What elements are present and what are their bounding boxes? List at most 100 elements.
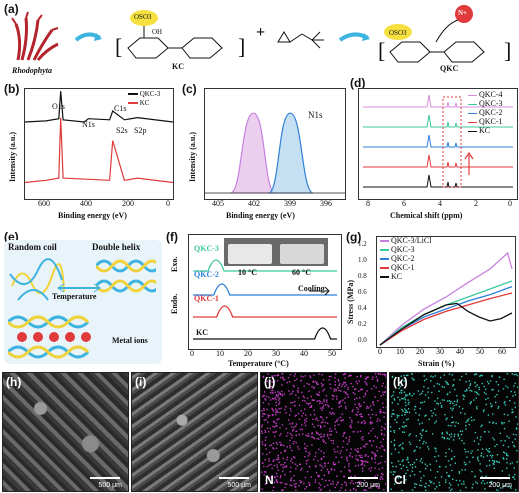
eds-dot (405, 395, 407, 397)
eds-dot (499, 487, 502, 489)
eds-dot (419, 393, 421, 396)
eds-dot (496, 394, 498, 396)
eds-dot (474, 431, 477, 434)
eds-dot (452, 407, 454, 409)
eds-dot (341, 456, 343, 458)
eds-dot (267, 416, 269, 418)
eds-dot (382, 478, 384, 480)
eds-dot (365, 378, 367, 380)
eds-dot (277, 411, 279, 413)
eds-dot (382, 406, 384, 409)
eds-dot (344, 481, 346, 483)
eds-dot (321, 457, 323, 460)
eds-dot (275, 442, 278, 444)
eds-dot (419, 447, 421, 449)
eds-dot (363, 420, 365, 422)
eds-dot (273, 459, 275, 461)
eds-dot (302, 399, 304, 402)
eds-dot (325, 442, 327, 444)
eds-dot (268, 403, 270, 405)
eds-dot (281, 384, 283, 386)
eds-dot (476, 384, 478, 386)
eds-dot (285, 465, 288, 467)
eds-dot (270, 385, 272, 388)
eds-dot (306, 383, 308, 385)
x-tick: 30 (272, 349, 280, 358)
eds-dot (306, 471, 309, 473)
eds-dot (393, 398, 395, 400)
eds-dot (261, 424, 264, 426)
eds-dot (473, 399, 475, 401)
eds-dot (302, 433, 304, 435)
eds-dot (298, 448, 300, 450)
eds-dot (333, 448, 335, 451)
eds-dot (394, 448, 396, 450)
eds-dot (513, 385, 515, 387)
eds-dot (458, 437, 461, 440)
eds-dot (343, 391, 345, 393)
eds-dot (405, 419, 408, 421)
eds-dot (413, 450, 415, 452)
nmr-trace-1 (363, 94, 513, 108)
eds-dot (377, 400, 379, 402)
eds-dot (305, 486, 308, 488)
eds-dot (274, 431, 276, 433)
dsc-curve-qkc-3 (193, 259, 337, 272)
eds-dot (289, 439, 291, 442)
eds-dot (503, 427, 506, 430)
eds-dot (287, 419, 290, 421)
eds-dot (364, 392, 367, 394)
eds-dot (435, 450, 437, 453)
eds-dot (430, 481, 433, 483)
eds-dot (263, 471, 266, 473)
eds-dot (456, 399, 459, 401)
eds-dot (381, 432, 383, 435)
x-tick: 396 (320, 199, 332, 208)
eds-dot (404, 408, 406, 410)
eds-dot (400, 381, 402, 383)
temperature-label: Temperature (52, 292, 97, 301)
eds-dot (337, 446, 339, 448)
eds-dot (276, 411, 278, 413)
eds-dot (381, 373, 384, 376)
eds-dot (395, 465, 397, 468)
eds-dot (323, 474, 326, 477)
kc-label: KC (172, 62, 184, 71)
eds-dot (349, 454, 351, 457)
eds-dot (300, 379, 302, 382)
eds-dot (467, 450, 469, 453)
eds-dot (309, 375, 311, 377)
eds-dot (311, 432, 313, 434)
eds-dot (284, 462, 286, 464)
eds-dot (364, 455, 366, 457)
eds-dot (371, 402, 374, 404)
eds-dot (341, 385, 343, 388)
eds-dot (334, 428, 336, 430)
eds-dot (263, 419, 265, 421)
eds-dot (419, 471, 421, 473)
eds-dot (451, 488, 453, 490)
eds-dot (337, 378, 339, 381)
qkc-structure: [ ] (378, 5, 511, 63)
eds-dot (352, 409, 354, 411)
eds-dot (323, 399, 325, 401)
eds-dot (403, 397, 406, 399)
eds-dot (321, 374, 323, 376)
eds-dot (329, 489, 331, 491)
peak-fit-2 (268, 112, 314, 194)
eds-dot (514, 406, 516, 409)
eds-dot (358, 402, 361, 405)
qkc-sulfate-group: OSO3 (389, 29, 407, 37)
eds-dot (301, 424, 303, 426)
eds-dot (453, 400, 456, 403)
eds-dot (445, 380, 447, 383)
eds-dot (416, 446, 418, 448)
eds-dot (343, 432, 345, 435)
eds-dot (273, 421, 276, 424)
eds-dot (357, 408, 359, 410)
eds-dot (315, 417, 318, 419)
eds-dot (499, 432, 501, 434)
eds-dot (451, 409, 454, 411)
eds-dot (372, 413, 374, 415)
eds-dot (447, 424, 450, 427)
